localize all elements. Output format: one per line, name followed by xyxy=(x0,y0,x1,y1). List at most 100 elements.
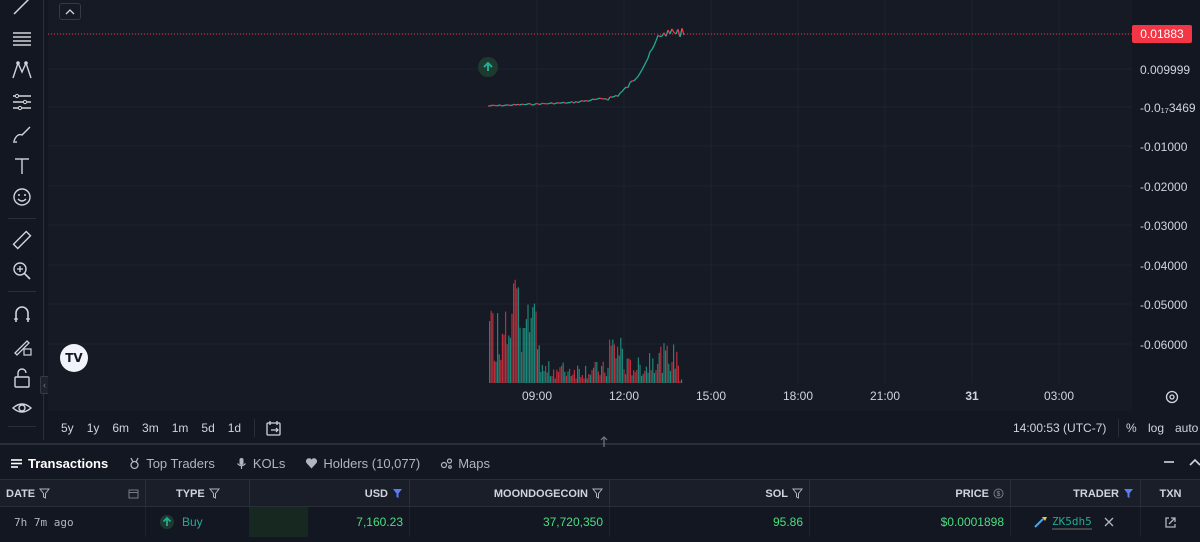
range-1m-button[interactable]: 1m xyxy=(171,421,189,435)
volume-bar xyxy=(602,361,604,383)
tab-top-traders[interactable]: Top Traders xyxy=(128,456,215,471)
range-1y-button[interactable]: 1y xyxy=(86,421,100,435)
magnet-icon[interactable] xyxy=(10,302,34,326)
volume-bar xyxy=(605,376,607,383)
column-header-type[interactable]: TYPE xyxy=(146,480,250,507)
pattern-icon[interactable] xyxy=(10,58,34,82)
chevron-up-icon[interactable] xyxy=(1188,455,1200,469)
trend-line-icon[interactable] xyxy=(10,0,34,18)
price-segment xyxy=(595,97,599,101)
external-link-icon[interactable] xyxy=(1164,516,1177,529)
volume-bar xyxy=(668,363,670,383)
column-header-trader[interactable]: TRADER xyxy=(1011,480,1141,507)
column-header-price[interactable]: PRICE $ xyxy=(810,480,1011,507)
price-segment xyxy=(671,28,675,33)
unlock-icon[interactable] xyxy=(10,366,34,390)
tab-maps[interactable]: Maps xyxy=(440,456,490,471)
brush-icon[interactable] xyxy=(10,122,34,146)
range-3m-button[interactable]: 3m xyxy=(142,421,159,435)
bubble-map-icon xyxy=(441,457,453,469)
volume-bar xyxy=(559,367,561,383)
column-header-date[interactable]: DATE xyxy=(0,480,146,507)
price-segment xyxy=(637,72,641,77)
filter-icon[interactable] xyxy=(208,488,220,499)
volume-bar xyxy=(583,378,585,383)
volume-bars xyxy=(489,279,683,383)
volume-bar xyxy=(661,372,663,383)
chart-settings-icon[interactable] xyxy=(1164,389,1180,405)
tab-transactions[interactable]: Transactions xyxy=(10,456,108,471)
range-5d-button[interactable]: 5d xyxy=(201,421,215,435)
volume-bar xyxy=(631,375,633,383)
close-icon[interactable] xyxy=(1104,517,1114,527)
filter-active-icon[interactable] xyxy=(1123,488,1134,499)
volume-bar xyxy=(514,279,516,383)
zoom-in-icon[interactable] xyxy=(10,259,34,283)
toolbar-divider xyxy=(8,291,36,292)
table-row[interactable]: 7h 7m ago Buy 7,160.23 37,720,350 95.86 … xyxy=(0,507,1200,537)
tab-holders[interactable]: Holders (10,077) xyxy=(305,456,420,471)
filter-icon[interactable] xyxy=(592,488,603,499)
volume-bar xyxy=(524,328,526,383)
volume-bar xyxy=(578,369,580,383)
range-5y-button[interactable]: 5y xyxy=(61,421,74,435)
price-segment xyxy=(649,49,653,53)
volume-bar xyxy=(673,344,675,383)
collapse-panel-button[interactable] xyxy=(59,3,81,20)
volume-bar xyxy=(621,348,623,383)
volume-bar xyxy=(577,365,579,383)
ruler-icon[interactable] xyxy=(10,228,34,252)
emoji-icon[interactable] xyxy=(10,185,34,209)
price-axis[interactable]: 0.01883 0.009999 -0.0₁₇3469 -0.01000 -0.… xyxy=(1132,0,1200,411)
calendar-icon[interactable] xyxy=(128,488,139,499)
price-segment xyxy=(497,104,501,107)
range-6m-button[interactable]: 6m xyxy=(112,421,130,435)
fib-lines-icon[interactable] xyxy=(10,27,34,51)
price-tick: -0.01000 xyxy=(1140,140,1188,154)
volume-bar xyxy=(593,367,595,383)
timezone-clock[interactable]: 14:00:53 (UTC-7) xyxy=(1013,421,1107,435)
volume-bar xyxy=(509,337,511,383)
column-header-token[interactable]: MOONDOGECOIN xyxy=(410,480,610,507)
eye-icon[interactable] xyxy=(10,396,34,420)
chart-area[interactable]: TV xyxy=(48,0,1132,411)
currency-toggle-icon[interactable]: $ xyxy=(993,488,1004,499)
filter-icon[interactable] xyxy=(792,488,803,499)
buy-marker[interactable] xyxy=(478,57,498,77)
volume-bar xyxy=(644,370,646,383)
price-chart xyxy=(48,0,1132,383)
bottom-tabs: Transactions Top Traders KOLs Holders (1… xyxy=(0,447,1200,479)
volume-bar xyxy=(588,373,590,383)
column-header-usd[interactable]: USD xyxy=(250,480,410,507)
log-scale-button[interactable]: log xyxy=(1148,421,1165,435)
volume-bar xyxy=(545,366,547,383)
cell-price: $0.0001898 xyxy=(810,507,1011,537)
filter-active-icon[interactable] xyxy=(392,488,403,499)
column-header-sol[interactable]: SOL xyxy=(610,480,810,507)
arrow-up-icon xyxy=(483,61,493,71)
tradingview-logo[interactable]: TV xyxy=(60,344,88,372)
price-tick: 0.009999 xyxy=(1140,63,1191,77)
text-icon[interactable] xyxy=(10,154,34,178)
tab-kols[interactable]: KOLs xyxy=(235,456,285,471)
lock-pencil-icon[interactable] xyxy=(10,334,34,358)
percent-scale-button[interactable]: % xyxy=(1126,421,1137,435)
filter-icon[interactable] xyxy=(39,488,51,499)
range-1d-button[interactable]: 1d xyxy=(227,421,242,435)
price-segment xyxy=(625,86,629,89)
price-segment xyxy=(669,28,673,35)
auto-scale-button[interactable]: auto xyxy=(1175,421,1199,435)
range-divider xyxy=(1118,419,1119,437)
volume-bar xyxy=(597,371,599,383)
price-segment xyxy=(647,51,651,59)
volume-bar xyxy=(498,354,500,383)
volume-bar xyxy=(537,349,539,383)
price-segment xyxy=(619,91,623,94)
minimize-icon[interactable] xyxy=(1162,455,1176,469)
trader-address-link[interactable]: ZK5dh5 xyxy=(1052,514,1092,530)
price-segment xyxy=(489,104,493,107)
projection-icon[interactable] xyxy=(10,90,34,114)
cell-trader: ZK5dh5 xyxy=(1011,507,1141,537)
volume-bar xyxy=(570,376,572,383)
goto-date-icon[interactable] xyxy=(265,419,283,437)
